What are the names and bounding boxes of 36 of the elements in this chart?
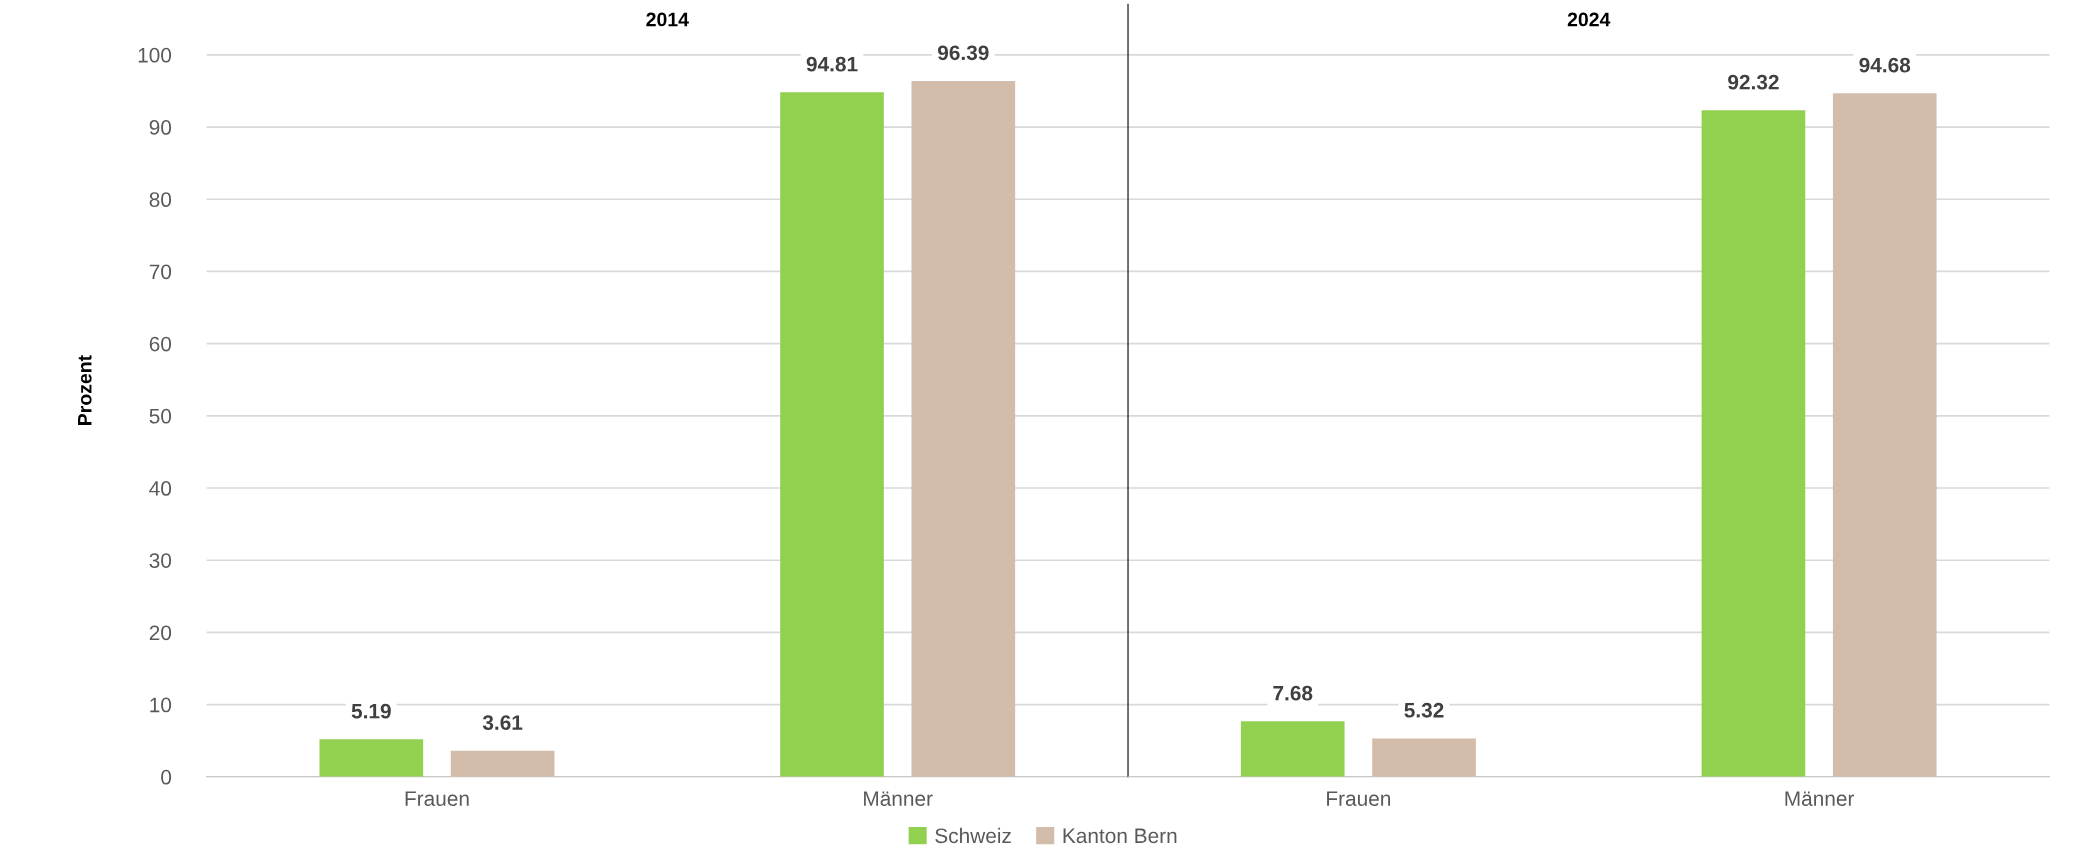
x-tick-label: Frauen: [1327, 791, 1391, 806]
chart-title: 2024: [1567, 12, 1611, 27]
y-tick-label: 20: [149, 625, 172, 641]
bar: [780, 92, 884, 777]
bar: [1701, 110, 1806, 777]
data-label: 7.68: [1273, 685, 1313, 701]
bar: [1240, 721, 1345, 777]
data-label: 5.19: [351, 703, 391, 719]
bar: [319, 739, 424, 777]
data-label: 96.39: [937, 45, 989, 61]
legend-label: Kanton Bern: [1063, 828, 1177, 844]
y-tick-label: 80: [149, 192, 172, 208]
y-tick-label: 50: [149, 408, 172, 424]
legend-label: Schweiz: [935, 827, 1011, 844]
data-label: 94.68: [1859, 57, 1911, 73]
y-tick-label: 60: [149, 336, 172, 352]
chart-title: 2014: [646, 12, 689, 27]
y-tick-label: 10: [150, 697, 172, 713]
data-label: 94.81: [806, 56, 858, 72]
data-label: 92.32: [1728, 74, 1779, 90]
y-tick-label: 90: [149, 120, 172, 135]
y-tick-label: 100: [138, 47, 172, 63]
x-tick-label: Männer: [864, 791, 933, 806]
bar: [1372, 738, 1476, 777]
bar: [450, 750, 555, 777]
data-label: 5.32: [1404, 702, 1444, 718]
bar: [1832, 93, 1937, 777]
y-tick-label: 40: [149, 481, 172, 496]
data-label: 3.61: [482, 715, 523, 730]
bar: [911, 80, 1016, 777]
y-axis-title: Prozent: [78, 355, 92, 425]
x-tick-label: Männer: [1785, 791, 1855, 806]
x-tick-label: Frauen: [405, 791, 469, 806]
y-tick-label: 30: [149, 553, 172, 568]
y-tick-label: 0: [161, 769, 172, 785]
y-tick-label: 70: [149, 264, 172, 280]
